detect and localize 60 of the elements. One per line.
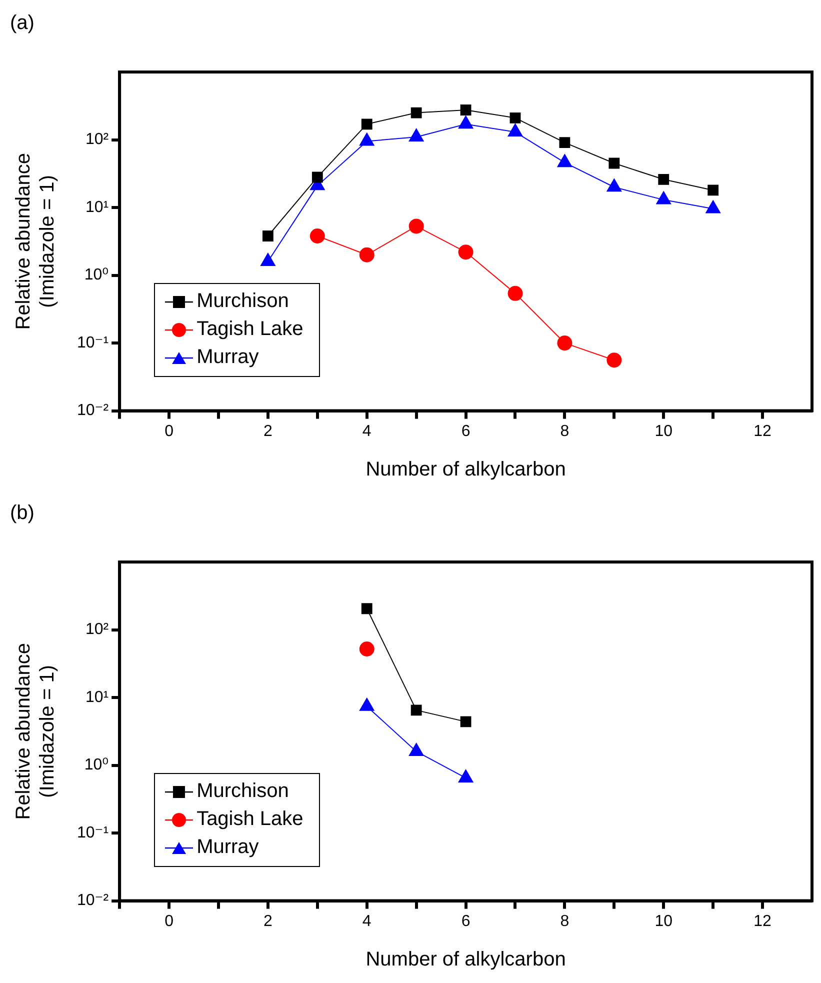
y-tick-label: 10² bbox=[85, 621, 110, 638]
y-tick-label: 10⁻¹ bbox=[76, 824, 109, 842]
point bbox=[559, 137, 570, 148]
point bbox=[460, 104, 472, 116]
x-tick-label: 12 bbox=[754, 912, 772, 930]
y-tick-label: 10⁻² bbox=[76, 892, 110, 910]
y-tick-label: 10¹ bbox=[85, 198, 109, 216]
point bbox=[708, 184, 719, 196]
y-tick-label: 10⁰ bbox=[84, 756, 109, 774]
x-tick-label: 6 bbox=[461, 422, 470, 440]
point bbox=[458, 769, 474, 782]
y-tick-label: 10⁰ bbox=[84, 266, 109, 284]
point bbox=[410, 704, 422, 716]
point bbox=[359, 698, 374, 711]
point bbox=[508, 286, 523, 301]
point bbox=[361, 603, 372, 614]
y-tick-label: 10² bbox=[85, 131, 110, 148]
point bbox=[608, 158, 620, 169]
point bbox=[359, 642, 374, 657]
point bbox=[310, 228, 325, 244]
point bbox=[408, 218, 424, 234]
point bbox=[359, 247, 374, 262]
y-tick-label: 10⁻¹ bbox=[76, 334, 109, 352]
x-tick-label: 8 bbox=[560, 422, 570, 440]
x-tick-label: 8 bbox=[560, 912, 570, 930]
legend-label: Murchison bbox=[196, 290, 289, 314]
legend-label: Tagish Lake bbox=[196, 808, 304, 832]
point bbox=[410, 107, 422, 118]
legend-label: Murray bbox=[196, 346, 259, 370]
legend-label: Murray bbox=[196, 836, 259, 860]
x-tick-label: 10 bbox=[654, 422, 673, 440]
point bbox=[658, 174, 670, 185]
x-axis-title: Number of alkylcarbon bbox=[366, 458, 566, 481]
point bbox=[606, 352, 622, 368]
y-axis-title: Relative abundance (Imidazole = 1) bbox=[12, 643, 59, 820]
chart-title: (a) bbox=[10, 12, 34, 35]
x-tick-label: 10 bbox=[654, 912, 673, 930]
x-tick-label: 2 bbox=[263, 422, 272, 440]
x-tick-label: 0 bbox=[164, 422, 174, 440]
chart-title: (b) bbox=[10, 502, 34, 525]
legend-label: Tagish Lake bbox=[196, 318, 304, 342]
y-tick-label: 10¹ bbox=[85, 688, 109, 706]
point bbox=[312, 172, 323, 183]
x-tick-label: 12 bbox=[754, 422, 772, 440]
point bbox=[510, 112, 521, 124]
point bbox=[361, 118, 372, 130]
legend-label: Murchison bbox=[196, 780, 289, 804]
point bbox=[460, 716, 472, 728]
point bbox=[458, 244, 474, 260]
x-axis-title: Number of alkylcarbon bbox=[366, 948, 566, 971]
x-tick-label: 6 bbox=[461, 912, 470, 930]
x-tick-label: 4 bbox=[362, 422, 372, 440]
y-axis-title: Relative abundance (Imidazole = 1) bbox=[12, 153, 59, 330]
y-tick-label: 10⁻² bbox=[76, 402, 110, 420]
point bbox=[262, 230, 274, 242]
x-tick-label: 0 bbox=[164, 912, 174, 930]
point bbox=[557, 336, 572, 351]
x-tick-label: 2 bbox=[263, 912, 272, 930]
x-tick-label: 4 bbox=[362, 912, 372, 930]
point bbox=[408, 742, 424, 756]
